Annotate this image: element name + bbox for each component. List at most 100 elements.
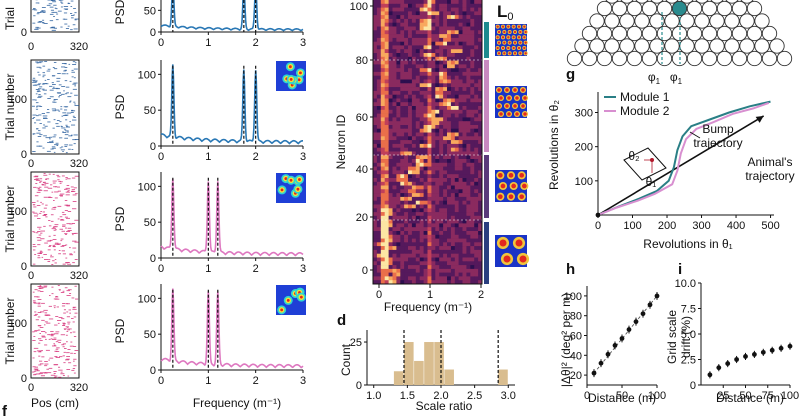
heatmap-cell bbox=[392, 41, 397, 46]
heatmap-cell bbox=[435, 7, 440, 12]
raster-spike bbox=[43, 124, 45, 126]
heatmap-cell bbox=[470, 64, 475, 69]
ytick-label: 2.5 bbox=[681, 355, 696, 367]
heatmap-cell bbox=[439, 83, 444, 88]
heatmap-cell bbox=[466, 208, 471, 213]
heatmap-cell bbox=[415, 223, 421, 228]
grid-field bbox=[503, 255, 511, 263]
heatmap-cell bbox=[458, 231, 463, 236]
grid-field bbox=[497, 194, 503, 200]
heatmap-cell bbox=[462, 276, 467, 281]
heatmap-cell bbox=[427, 249, 432, 254]
heatmap-cell bbox=[384, 200, 389, 205]
heatmap-cell bbox=[447, 272, 452, 277]
heatmap-cell bbox=[427, 272, 432, 277]
heatmap-cell bbox=[419, 272, 424, 277]
heatmap-cell bbox=[404, 219, 409, 224]
raster-spike bbox=[72, 61, 76, 63]
raster-spike bbox=[50, 184, 53, 186]
heatmap-cell bbox=[384, 155, 389, 160]
ytick-label: 0 bbox=[690, 380, 696, 392]
heatmap-cell bbox=[373, 257, 378, 262]
heatmap-cell bbox=[376, 208, 382, 213]
grid-field bbox=[503, 52, 506, 55]
raster-spike bbox=[65, 227, 67, 229]
heatmap-cell bbox=[411, 22, 417, 27]
heatmap-cell bbox=[423, 11, 428, 16]
raster-spike bbox=[60, 245, 65, 247]
heatmap-cell bbox=[376, 98, 382, 103]
psd-ylabel: PSD bbox=[113, 94, 127, 119]
heatmap-cell bbox=[431, 212, 436, 217]
raster-spike bbox=[49, 20, 54, 22]
heatmap-cell bbox=[376, 257, 382, 262]
raster-spike bbox=[41, 319, 45, 321]
heatmap-cell bbox=[447, 71, 452, 76]
heatmap-cell bbox=[474, 246, 479, 251]
heatmap-cell bbox=[447, 125, 452, 130]
heatmap-cell bbox=[400, 249, 405, 254]
heatmap-cell bbox=[423, 238, 428, 243]
heatmap-cell bbox=[388, 75, 393, 80]
heatmap-cell bbox=[388, 238, 393, 243]
xtick-label: 100 bbox=[781, 390, 799, 402]
heatmap-cell bbox=[376, 30, 382, 35]
heatmap-cell bbox=[419, 7, 424, 12]
heatmap-cell bbox=[458, 159, 463, 164]
heatmap-cell bbox=[373, 178, 378, 183]
raster-spike bbox=[69, 223, 73, 225]
heatmap-cell bbox=[373, 102, 378, 107]
g-xtick-label: 400 bbox=[727, 220, 745, 232]
heatmap-cell bbox=[404, 215, 409, 220]
psd-ylabel: PSD bbox=[113, 206, 127, 231]
heatmap-cell bbox=[415, 90, 421, 95]
heatmap-cell bbox=[415, 53, 421, 58]
heatmap-cell bbox=[415, 181, 421, 186]
heatmap-cell bbox=[439, 0, 444, 5]
heatmap-cell bbox=[384, 147, 389, 152]
heatmap-cell bbox=[478, 280, 483, 285]
heatmap-cell bbox=[380, 45, 386, 50]
lattice-neuron bbox=[739, 38, 755, 54]
heatmap-cell bbox=[439, 64, 444, 69]
heatmap-cell bbox=[439, 15, 444, 20]
raster-spike bbox=[74, 85, 76, 87]
heatmap-cell bbox=[443, 280, 448, 285]
heatmap-cell bbox=[450, 253, 456, 258]
psd-ylabel: PSD bbox=[113, 0, 127, 24]
raster-spike bbox=[47, 261, 51, 262]
raster-spike bbox=[38, 286, 43, 288]
heatmap-cell bbox=[439, 242, 444, 247]
annotation-bump: trajectory bbox=[693, 136, 742, 150]
heatmap-cell bbox=[450, 75, 456, 80]
heatmap-cell bbox=[376, 121, 382, 126]
heatmap-cell bbox=[466, 18, 471, 23]
heatmap-cell bbox=[474, 249, 479, 254]
heatmap-cell bbox=[435, 204, 440, 209]
heatmap-cell bbox=[380, 94, 386, 99]
heatmap-cell bbox=[419, 159, 424, 164]
raster-spike bbox=[44, 286, 47, 288]
heatmap-cell bbox=[431, 37, 436, 42]
heatmap-cell bbox=[404, 117, 409, 122]
heatmap-cell bbox=[462, 75, 467, 80]
heatmap-cell bbox=[388, 37, 393, 42]
heatmap-cell bbox=[462, 117, 467, 122]
heatmap-cell bbox=[447, 200, 452, 205]
heatmap-cell bbox=[411, 128, 417, 133]
raster-spike bbox=[43, 309, 48, 311]
heatmap-cell bbox=[408, 155, 413, 160]
heatmap-cell bbox=[454, 185, 460, 190]
heatmap-cell bbox=[423, 170, 428, 175]
raster-spike bbox=[53, 229, 56, 231]
heatmap-cell bbox=[427, 159, 432, 164]
raster-spike bbox=[35, 26, 39, 28]
heatmap-cell bbox=[431, 151, 436, 156]
heatmap-cell bbox=[408, 227, 413, 232]
heatmap-cell bbox=[478, 26, 483, 31]
heatmap-cell bbox=[423, 280, 428, 285]
raster-spike bbox=[32, 133, 36, 135]
heatmap-cell bbox=[458, 53, 463, 58]
heatmap-cell bbox=[384, 26, 389, 31]
